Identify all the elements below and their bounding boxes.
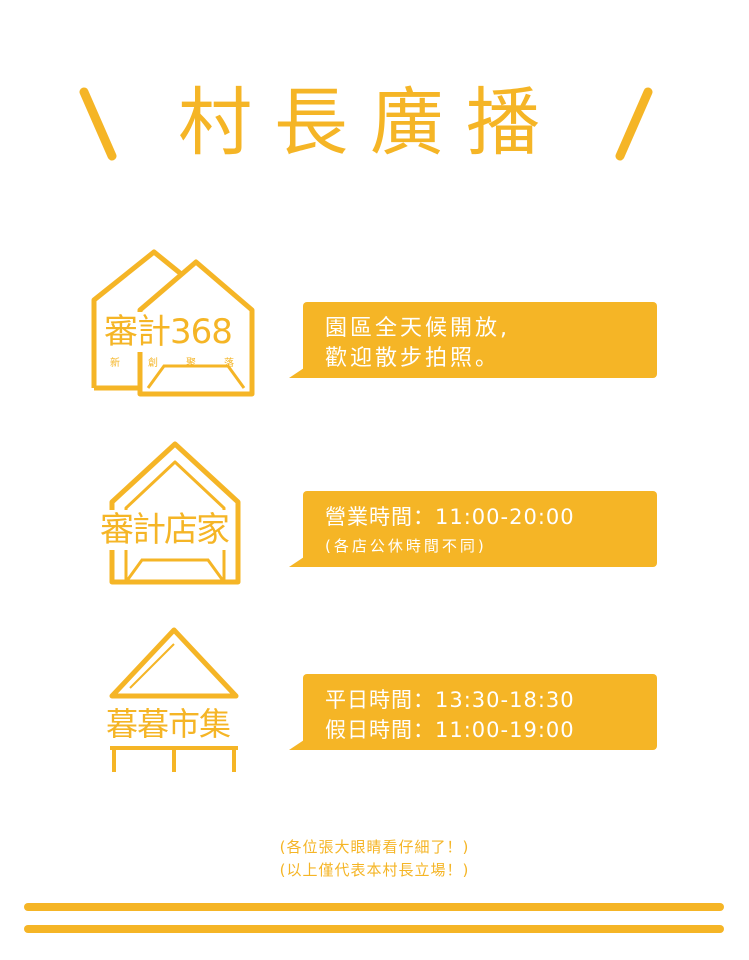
logo-368-subtitle: 新 創 聚 落: [110, 354, 234, 369]
logo-sub-char: 聚: [186, 358, 196, 369]
logo-market-main-text: 暮暮市集: [106, 704, 231, 744]
bubble-tail: [289, 738, 307, 750]
left-slash-icon: [79, 87, 117, 161]
page-title: 村長廣播: [178, 80, 562, 166]
bubble-1-line-2: 歡迎散步拍照。: [325, 346, 501, 371]
logo-sub-char: 新: [110, 358, 120, 369]
bubble-2-line-1: 營業時間：11:00-20:00: [325, 505, 575, 529]
bubble-tail: [289, 366, 307, 378]
footer-notes: (各位張大眼睛看仔細了！) (以上僅代表本村長立場！): [0, 836, 749, 882]
logo-368: 審計368 新 創 聚 落: [88, 248, 258, 398]
logo-market: 暮暮市集: [104, 624, 244, 776]
footer-rule-top: [24, 903, 724, 911]
logo-368-main-text: 審計368: [102, 312, 234, 352]
tent-icon: [109, 627, 239, 772]
speech-bubble-1: 園區全天候開放, 歡迎散步拍照。: [289, 302, 657, 378]
bubble-3-line-2: 假日時間：11:00-19:00: [325, 718, 575, 742]
bubble-3-line-1: 平日時間：13:30-18:30: [325, 688, 575, 712]
logo-sub-char: 落: [224, 358, 234, 369]
right-slash-icon: [615, 87, 653, 161]
logo-shops-main-text: 審計店家: [100, 510, 230, 550]
bubble-1-line-1: 園區全天候開放,: [325, 316, 510, 341]
footer-note-2: (以上僅代表本村長立場！): [279, 861, 470, 879]
speech-bubble-2: 營業時間：11:00-20:00 (各店公休時間不同): [289, 491, 657, 567]
title-row: 村長廣播: [0, 78, 749, 168]
bubble-tail: [289, 555, 307, 567]
bubble-2-line-2: (各店公休時間不同): [325, 537, 487, 555]
footer-rule-bottom: [24, 925, 724, 933]
footer-note-1: (各位張大眼睛看仔細了！): [279, 838, 470, 856]
logo-shops: 審計店家: [100, 438, 250, 588]
speech-bubble-3: 平日時間：13:30-18:30 假日時間：11:00-19:00: [289, 674, 657, 750]
logo-sub-char: 創: [148, 358, 158, 369]
